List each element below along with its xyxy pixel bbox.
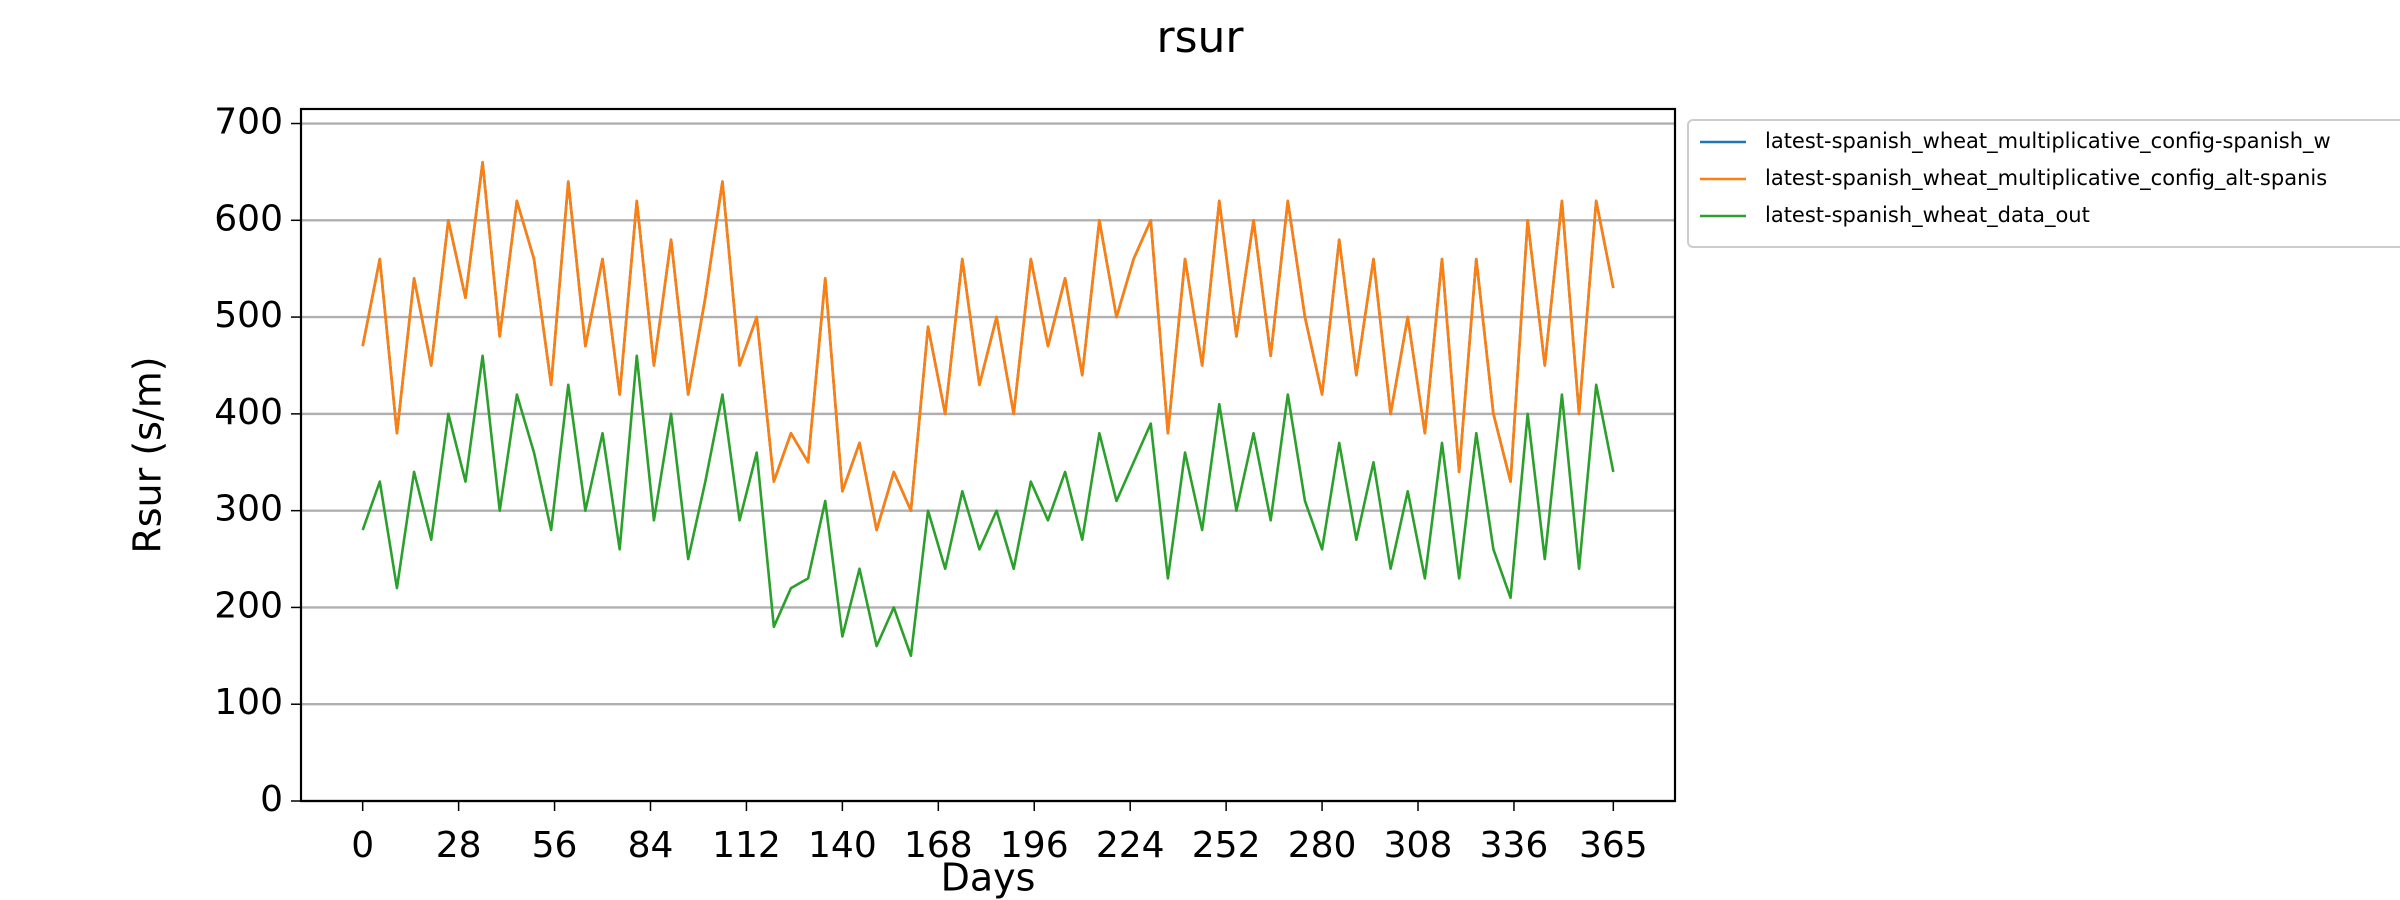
x-axis-label: Days <box>941 856 1036 900</box>
plot-frame <box>299 107 1677 803</box>
legend-label: latest-spanish_wheat_multiplicative_conf… <box>1765 129 2331 154</box>
data-line <box>361 160 1615 532</box>
x-tick-label: 252 <box>1192 825 1261 866</box>
y-tick-label: 300 <box>214 489 283 530</box>
x-tick-label: 84 <box>628 825 674 866</box>
x-tick-label: 168 <box>904 825 973 866</box>
x-tick-label: 0 <box>351 825 374 866</box>
y-axis-label: Rsur (s/m) <box>126 356 170 553</box>
y-tick-label: 100 <box>214 682 283 723</box>
y-tick-label: 0 <box>260 779 283 820</box>
x-tick-label: 196 <box>1000 825 1069 866</box>
x-tick-label: 140 <box>808 825 877 866</box>
x-tick-label: 112 <box>712 825 781 866</box>
x-tick-label: 56 <box>532 825 578 866</box>
x-tick-label: 365 <box>1579 825 1648 866</box>
y-tick-label: 700 <box>214 102 283 143</box>
y-tick-label: 400 <box>214 392 283 433</box>
x-tick-label: 224 <box>1096 825 1165 866</box>
legend-label: latest-spanish_wheat_multiplicative_conf… <box>1765 166 2327 191</box>
chart-title: rsur <box>1157 12 1245 63</box>
y-tick-label: 500 <box>214 295 283 336</box>
data-line <box>361 354 1615 658</box>
x-tick-label: 336 <box>1480 825 1549 866</box>
legend-box <box>1687 119 2400 248</box>
y-tick-label: 600 <box>214 198 283 239</box>
x-tick-label: 308 <box>1384 825 1453 866</box>
y-tick-label: 200 <box>214 585 283 626</box>
legend-label: latest-spanish_wheat_data_out <box>1765 203 2090 228</box>
x-tick-label: 28 <box>436 825 482 866</box>
x-tick-label: 280 <box>1288 825 1357 866</box>
